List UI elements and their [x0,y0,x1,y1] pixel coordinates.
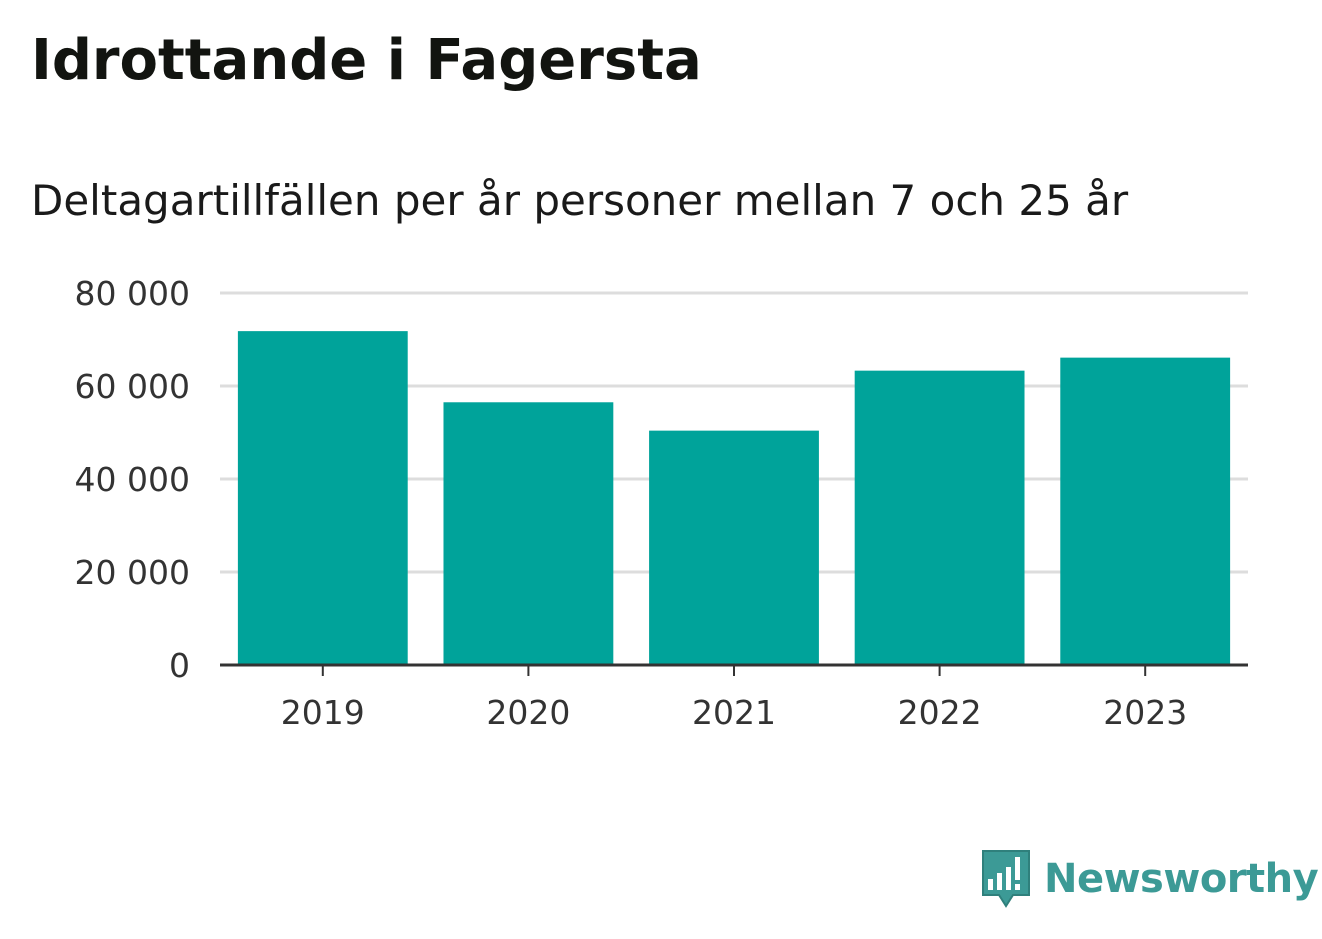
x-tick-label: 2021 [692,693,776,732]
x-tick-label: 2022 [898,693,982,732]
y-tick-label: 60 000 [75,367,190,406]
axes: 0 20 000 40 000 60 000 80 000 2019 2020 2021 202… [75,274,1248,732]
y-tick-label: 0 [169,646,190,685]
bar-2022 [854,370,1025,665]
brand-logo: Newsworthy [980,848,1319,910]
chart-subtitle: Deltagartillfällen per år personer mella… [31,176,1129,225]
y-tick-label: 40 000 [75,460,190,499]
brand-name: Newsworthy [1044,856,1319,902]
x-tick-label: 2020 [486,693,570,732]
y-tick-label: 20 000 [75,553,190,592]
bar-2020 [443,402,614,665]
chart-title: Idrottande i Fagersta [31,28,702,93]
newsworthy-logo-icon [982,850,1030,908]
bar-2021 [649,430,819,665]
bars [237,331,1231,665]
bar-2023 [1060,357,1231,665]
x-tick-label: 2023 [1103,693,1187,732]
bar-2019 [237,331,408,665]
y-tick-label: 80 000 [75,274,190,313]
x-tick-label: 2019 [281,693,365,732]
